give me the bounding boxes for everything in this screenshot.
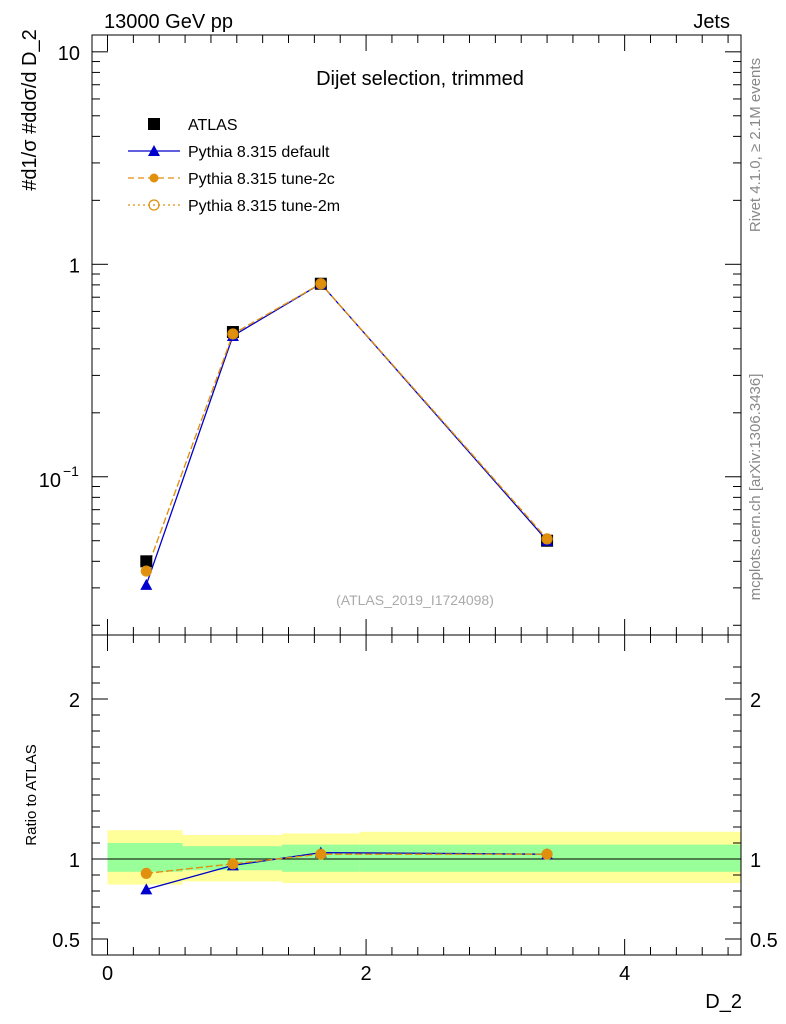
y-tick-label-10: 10	[58, 43, 80, 65]
legend-marker-tune-2c	[149, 173, 159, 183]
ratio-tune-2m-point	[541, 848, 553, 860]
legend-label: Pythia 8.315 tune-2c	[188, 171, 335, 188]
ratio-y-tick-label: 0.5	[52, 930, 80, 952]
x-tick-label: 0	[102, 963, 113, 985]
legend-label: Pythia 8.315 default	[188, 144, 330, 161]
ratio-line-tune-2m	[146, 853, 548, 875]
ratio-tune-2m-point	[140, 867, 152, 880]
series-line-tune-2c	[145, 282, 548, 572]
tune-2c-point	[228, 329, 238, 339]
legend-marker-atlas	[148, 118, 160, 130]
tune-2c-point	[542, 534, 552, 544]
tune-2c-point	[316, 279, 326, 289]
ratio-y-tick-label: 1	[69, 850, 80, 872]
series-line-default	[145, 282, 548, 586]
header-left: 13000 GeV pp	[104, 11, 233, 33]
chart-title: Dijet selection, trimmed	[316, 68, 524, 90]
series-line-tune-2m	[145, 282, 548, 572]
ratio-default-point	[140, 883, 153, 895]
y-tick-label-1: 1	[69, 255, 80, 277]
legend-label: Pythia 8.315 tune-2m	[188, 198, 340, 215]
mcplots-label: mcplots.cern.ch [arXiv:1306.3436]	[747, 374, 764, 601]
x-axis-title: D_2	[705, 991, 742, 1013]
ratio-y-tick-label-right: 0.5	[750, 930, 778, 952]
rivet-label: Rivet 4.1.0, ≥ 2.1M events	[747, 58, 764, 232]
header-right: Jets	[693, 11, 730, 33]
legend-marker-default	[148, 145, 160, 156]
tune-2m-point	[315, 278, 327, 290]
ratio-tune-2c-point	[316, 849, 326, 859]
tune-2c-point	[141, 566, 151, 576]
tune-2m-point	[541, 533, 553, 545]
legend-label: ATLAS	[188, 117, 238, 134]
uncertainty-band-inner	[107, 843, 183, 872]
legend-marker-tune-2m	[148, 199, 160, 211]
ratio-frame	[91, 634, 742, 956]
atlas-point	[140, 555, 153, 568]
y-tick-label-exponent: −1	[63, 463, 79, 479]
analysis-watermark: (ATLAS_2019_I1724098)	[336, 592, 494, 608]
tune-2m-point	[140, 565, 152, 577]
ratio-tune-2c-point	[228, 859, 238, 869]
default-point	[140, 578, 153, 590]
y-tick-label-0.1: 10	[39, 470, 61, 492]
x-tick-label: 2	[361, 963, 372, 985]
x-tick-label: 4	[619, 963, 630, 985]
tune-2m-point	[227, 328, 239, 340]
ratio-y-tick-label-right: 1	[750, 850, 761, 872]
ratio-tune-2m-point	[315, 848, 327, 860]
ratio-y-tick-label: 2	[69, 690, 80, 712]
ratio-y-tick-label-right: 2	[750, 690, 761, 712]
y-axis-title: #d1/σ #ddσ/d D_2	[19, 29, 41, 190]
ratio-tune-2c-point	[141, 868, 151, 878]
ratio-panel: 0.5 0.5 1 1 2 2 0 2 4 D_2 Ratio to ATLAS	[23, 634, 778, 1013]
ratio-tune-2c-point	[542, 849, 552, 859]
ratio-y-axis-title: Ratio to ATLAS	[23, 744, 40, 845]
ratio-tune-2m-point	[227, 858, 239, 870]
